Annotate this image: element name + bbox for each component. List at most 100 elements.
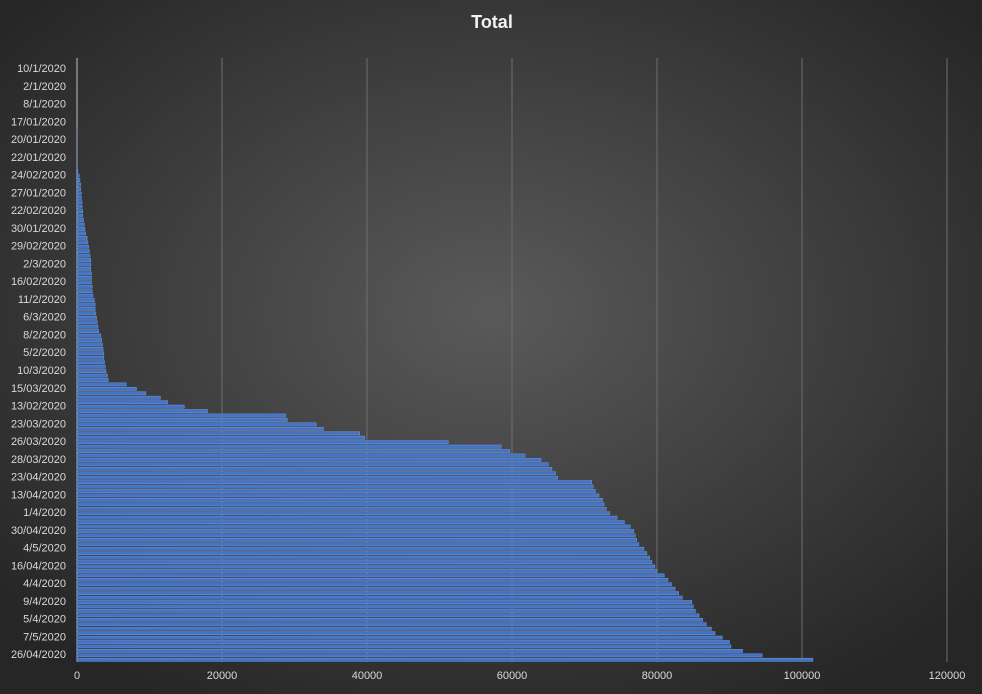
bar [76, 320, 98, 325]
bar [76, 542, 640, 547]
bar [76, 582, 672, 587]
chart-title: Total [471, 12, 513, 32]
x-tick-label: 80000 [642, 670, 673, 682]
bar [76, 484, 594, 489]
bar [76, 169, 78, 174]
y-tick-label: 16/04/2020 [11, 560, 66, 572]
bar [76, 329, 99, 333]
y-tick-label: 5/4/2020 [23, 614, 66, 626]
bar [76, 466, 553, 471]
y-tick-label: 28/03/2020 [11, 454, 66, 466]
bar [76, 315, 97, 320]
bar [76, 560, 653, 564]
bar [76, 551, 648, 556]
bar [76, 520, 625, 524]
bar [76, 351, 105, 356]
bar [76, 173, 80, 178]
bar [76, 391, 147, 396]
bar [76, 275, 92, 280]
bar [76, 231, 86, 236]
y-tick-label: 6/3/2020 [23, 312, 66, 324]
bar [76, 200, 83, 205]
y-tick-label: 9/4/2020 [23, 596, 66, 608]
y-tick-label: 8/2/2020 [23, 329, 66, 341]
y-tick-label: 29/02/2020 [11, 241, 66, 253]
bar [76, 604, 694, 609]
bar [76, 458, 542, 462]
bar [76, 302, 96, 307]
bar [76, 573, 665, 578]
bar [76, 555, 650, 560]
bar [76, 640, 730, 644]
bar [76, 249, 90, 254]
bar [76, 546, 645, 551]
bar [76, 182, 81, 187]
bar [76, 258, 92, 262]
bar [76, 178, 81, 182]
bar [76, 333, 102, 338]
x-tick-label: 20000 [207, 670, 238, 682]
x-tick-label: 40000 [352, 670, 383, 682]
y-tick-label: 13/02/2020 [11, 401, 66, 413]
y-tick-label: 11/2/2020 [18, 294, 66, 306]
y-tick-label: 2/1/2020 [23, 81, 66, 93]
bar [76, 338, 102, 342]
bar [76, 400, 168, 405]
bar [76, 480, 592, 484]
bar [76, 475, 558, 480]
bar [76, 569, 658, 573]
bar [76, 418, 288, 422]
bar [76, 293, 94, 298]
bar [76, 635, 723, 640]
x-tick-label: 0 [74, 670, 80, 682]
bar [76, 471, 556, 476]
bar [76, 244, 89, 249]
bar [76, 502, 605, 507]
bar [76, 196, 82, 200]
bar [76, 387, 137, 391]
bar [76, 591, 679, 596]
bar [76, 342, 103, 347]
bar [76, 564, 656, 569]
bar [76, 498, 603, 502]
y-tick-label: 10/1/2020 [17, 63, 66, 75]
bar [76, 657, 814, 662]
x-tick-label: 60000 [497, 670, 528, 682]
bar [76, 307, 96, 311]
bar [76, 262, 92, 267]
bar [76, 413, 287, 418]
bar [76, 426, 324, 431]
bar [76, 378, 109, 382]
bar [76, 236, 88, 240]
bar [76, 626, 712, 631]
bar [76, 222, 85, 227]
bar [76, 284, 93, 289]
bar [76, 529, 635, 533]
bar [76, 653, 763, 658]
bar [76, 515, 618, 520]
bar [76, 267, 92, 271]
y-tick-label: 20/01/2020 [11, 134, 66, 146]
x-tick-label: 100000 [784, 670, 821, 682]
y-tick-label: 27/01/2020 [11, 187, 66, 199]
bar [76, 204, 83, 209]
bar [76, 218, 84, 222]
y-tick-label: 13/04/2020 [11, 489, 66, 501]
y-tick-label: 4/4/2020 [23, 578, 66, 590]
bar [76, 453, 526, 458]
y-tick-label: 23/04/2020 [11, 472, 66, 484]
y-tick-label: 4/5/2020 [23, 543, 66, 555]
y-tick-label: 22/01/2020 [11, 152, 66, 164]
bar [76, 493, 600, 498]
bar [76, 613, 700, 618]
bar [76, 404, 185, 409]
bar [76, 289, 93, 294]
bar [76, 355, 105, 360]
bar [76, 577, 669, 582]
y-tick-label: 10/3/2020 [17, 365, 66, 377]
bar [76, 298, 95, 302]
bar [76, 595, 683, 600]
bar [76, 489, 596, 493]
